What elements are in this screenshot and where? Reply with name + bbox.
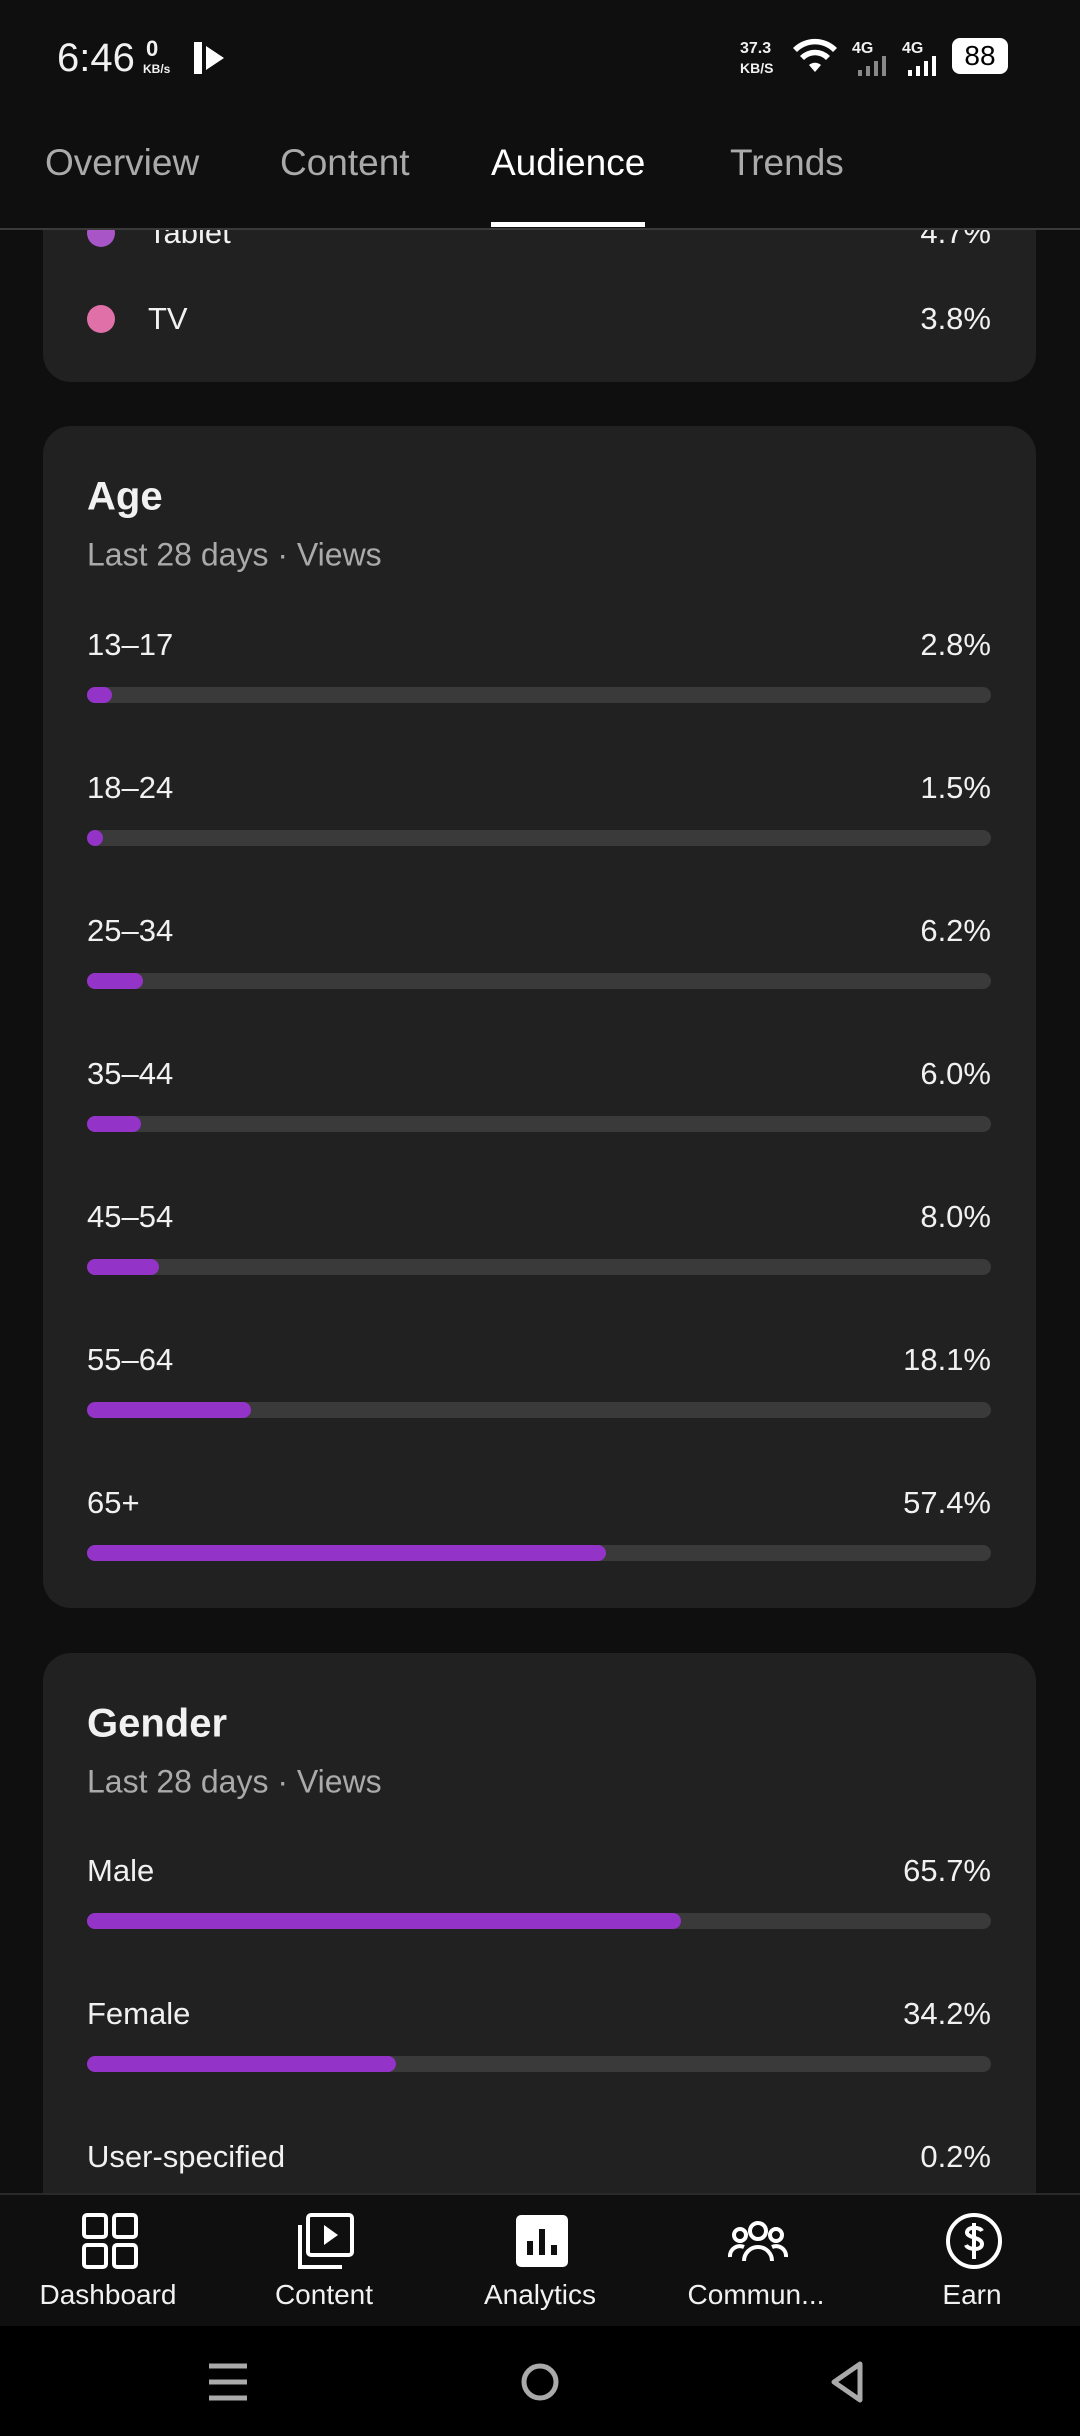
row-label: 25–34: [87, 913, 174, 948]
nav-icon: [728, 2221, 788, 2262]
nav-item[interactable]: Analytics: [432, 2195, 648, 2328]
nav-icon: [82, 2213, 138, 2269]
bar: [87, 1402, 251, 1418]
bar-track: [87, 1913, 991, 1929]
row-label: 18–24: [87, 770, 174, 805]
signal-label: 4G: [902, 40, 924, 57]
row-label: 45–54: [87, 1199, 174, 1234]
signal-label: 4G: [852, 40, 874, 57]
net-speed: 37.3: [740, 40, 772, 57]
legend-dot: [87, 305, 115, 333]
nav-label: Content: [274, 2279, 374, 2310]
row-value: 57.4%: [903, 1485, 991, 1520]
nav-label: Dashboard: [39, 2279, 177, 2310]
bar-track: [87, 1402, 991, 1418]
nav-label: Earn: [942, 2279, 1002, 2310]
nav-item[interactable]: Content: [216, 2195, 432, 2328]
nav-icon: [298, 2213, 354, 2269]
bar: [87, 830, 103, 846]
system-nav: [0, 2326, 1080, 2436]
tab[interactable]: Trends: [730, 142, 844, 183]
bar-track: [87, 830, 991, 846]
nav-item[interactable]: Earn: [864, 2195, 1080, 2328]
row-value: 34.2%: [903, 1996, 991, 2031]
tab-indicator: [491, 222, 645, 227]
tab[interactable]: Overview: [45, 142, 200, 183]
data-speed: 0: [146, 36, 159, 61]
tab[interactable]: Content: [280, 142, 410, 183]
bottom-nav: Dashboard Content Analytics Commun... Earn: [0, 2193, 1080, 2326]
row-value: 18.1%: [903, 1342, 991, 1377]
tab[interactable]: Audience: [491, 142, 646, 183]
bar-track: [87, 1116, 991, 1132]
gender-card: Gender Last 28 days · Views Male 65.7% Femal…: [43, 1653, 1036, 2193]
row-label: 65+: [87, 1485, 140, 1520]
tab-bar: Overview Content Audience Trends: [0, 112, 1080, 230]
wifi-icon: [793, 38, 837, 72]
device-value: 3.8%: [920, 301, 991, 336]
app-icon: [194, 42, 224, 74]
bar: [87, 2056, 397, 2072]
nav-item[interactable]: Dashboard: [0, 2195, 216, 2328]
bar: [87, 1259, 160, 1275]
time: 6:46: [57, 36, 135, 80]
row-label: 35–44: [87, 1056, 174, 1091]
row-value: 6.2%: [920, 913, 991, 948]
row-value: 6.0%: [920, 1056, 991, 1091]
bar-track: [87, 1259, 991, 1275]
bar-track: [87, 973, 991, 989]
content: Tablet 4.7% TV 3.8% Age Last 28 days · Views…: [0, 230, 1080, 2193]
back-button[interactable]: [828, 2360, 868, 2404]
home-button[interactable]: [520, 2362, 560, 2402]
legend-dot: [87, 230, 115, 247]
row-label: User-specified: [87, 2139, 286, 2174]
bar: [87, 687, 113, 703]
card-subtitle: Last 28 days · Views: [87, 1763, 382, 1800]
bar: [87, 1545, 606, 1561]
device-card: Tablet 4.7% TV 3.8%: [43, 230, 1036, 382]
row-value: 65.7%: [903, 1853, 991, 1888]
battery: 88: [952, 38, 1008, 74]
status-bar: 6:46 0 KB/s 37.3 KB/S 4G 4G 88: [0, 0, 1080, 112]
age-card: Age Last 28 days · Views 13–17 2.8% 18–24 1.5…: [43, 426, 1036, 1608]
row-value: 0.2%: [920, 2139, 991, 2174]
row-value: 8.0%: [920, 1199, 991, 1234]
bar: [87, 1116, 142, 1132]
bar-track: [87, 2056, 991, 2072]
recents-button[interactable]: [205, 2362, 251, 2402]
signal-icon: [908, 56, 936, 76]
row-value: 1.5%: [920, 770, 991, 805]
row-label: 13–17: [87, 627, 174, 662]
device-label: Tablet: [148, 230, 231, 250]
card-title: Gender: [87, 1701, 228, 1746]
device-value: 4.7%: [920, 230, 991, 250]
nav-icon: [516, 2215, 568, 2267]
bar-track: [87, 687, 991, 703]
nav-icon: [946, 2213, 1002, 2269]
nav-label: Commun...: [687, 2279, 825, 2310]
bar-track: [87, 1545, 991, 1561]
nav-label: Analytics: [483, 2279, 597, 2310]
card-subtitle: Last 28 days · Views: [87, 536, 382, 573]
row-label: Male: [87, 1853, 155, 1888]
row-label: 55–64: [87, 1342, 174, 1377]
signal-icon: [858, 56, 886, 76]
card-title: Age: [87, 474, 163, 519]
row-label: Female: [87, 1996, 191, 2031]
data-unit: KB/s: [143, 62, 171, 76]
net-unit: KB/S: [740, 60, 774, 76]
row-value: 2.8%: [920, 627, 991, 662]
bar: [87, 1913, 681, 1929]
device-label: TV: [148, 301, 188, 336]
nav-item[interactable]: Commun...: [648, 2195, 864, 2328]
bar: [87, 973, 144, 989]
